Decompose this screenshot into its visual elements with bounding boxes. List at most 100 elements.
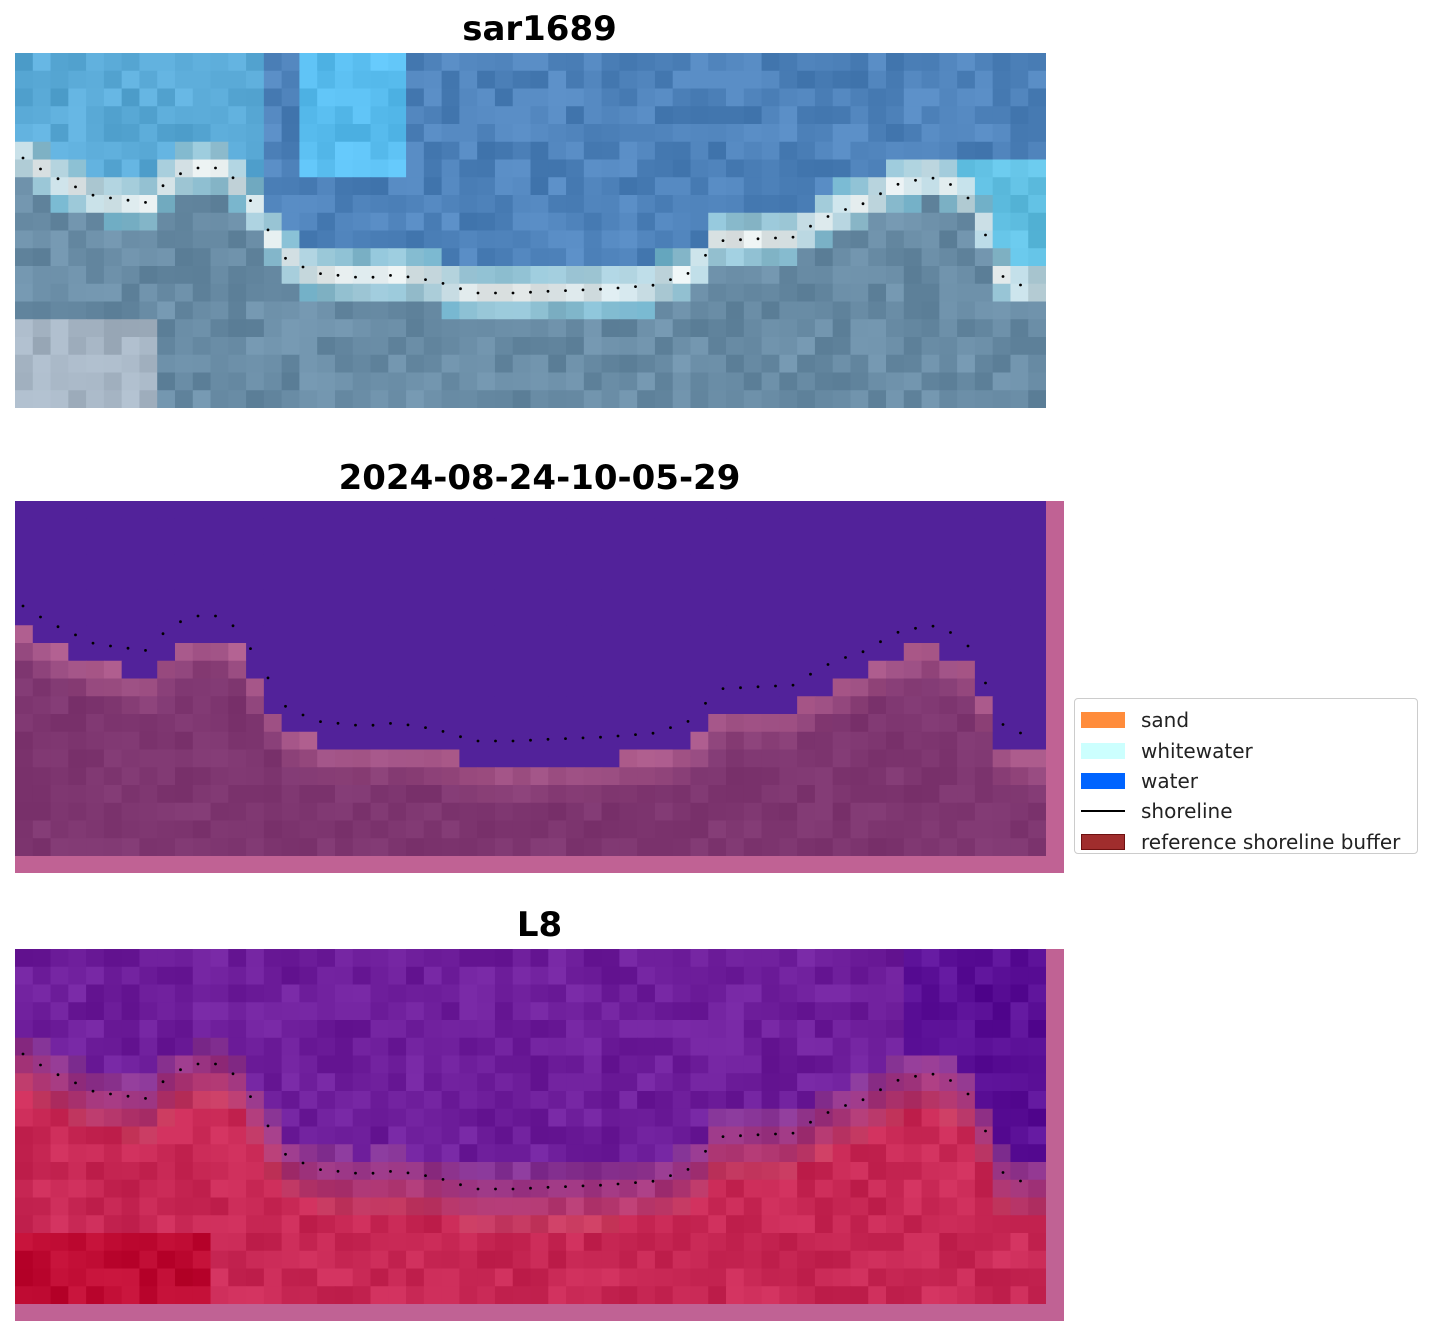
index-pixel — [299, 1233, 318, 1252]
rgb-pixel — [832, 195, 852, 214]
rgb-pixel — [86, 106, 105, 125]
index-pixel — [583, 966, 603, 986]
class-pixel — [334, 554, 354, 573]
rgb-pixel — [317, 248, 336, 267]
class-pixel — [797, 625, 816, 644]
rgb-pixel — [921, 248, 940, 267]
class-pixel — [974, 501, 994, 520]
shoreline-point — [354, 723, 357, 727]
index-pixel — [512, 949, 532, 968]
class-pixel — [281, 696, 301, 715]
index-pixel — [974, 1250, 994, 1270]
rgb-pixel — [352, 70, 372, 90]
index-pixel — [566, 1126, 585, 1145]
index-pixel — [370, 1215, 389, 1234]
index-pixel — [548, 1091, 567, 1110]
shoreline-point — [56, 1073, 60, 1077]
class-pixel — [814, 536, 834, 555]
rgb-pixel — [441, 70, 460, 90]
rgb-pixel — [32, 159, 52, 178]
index-pixel — [192, 1037, 212, 1057]
class-pixel — [441, 589, 460, 609]
rgb-pixel — [512, 88, 532, 107]
class-pixel — [779, 501, 798, 520]
index-pixel — [512, 1215, 532, 1234]
index-pixel — [974, 1126, 994, 1145]
index-pixel — [939, 1179, 958, 1199]
class-pixel — [761, 660, 780, 680]
rgb-pixel — [86, 141, 105, 161]
rgb-pixel — [388, 124, 407, 143]
class-pixel — [494, 536, 514, 555]
rgb-pixel — [637, 319, 656, 338]
rgb-pixel — [939, 70, 958, 90]
class-pixel — [246, 518, 265, 538]
class-pixel — [619, 802, 638, 822]
class-pixel — [726, 731, 745, 751]
index-pixel — [850, 1108, 869, 1128]
rgb-pixel — [583, 159, 603, 178]
index-pixel — [210, 1233, 229, 1252]
class-pixel — [957, 731, 976, 751]
class-pixel — [15, 625, 34, 644]
class-pixel — [903, 554, 923, 573]
shoreline-point — [74, 185, 77, 189]
class-pixel — [281, 643, 301, 662]
rgb-pixel — [601, 141, 620, 161]
index-pixel — [15, 1055, 34, 1074]
rgb-pixel — [797, 124, 816, 143]
rgb-pixel — [974, 248, 994, 267]
rgb-pixel — [974, 195, 994, 214]
index-pixel — [281, 1108, 301, 1128]
rgb-pixel — [886, 212, 905, 232]
class-pixel — [388, 731, 407, 751]
rgb-pixel — [15, 88, 34, 107]
rgb-pixel — [1028, 319, 1046, 338]
index-pixel — [921, 949, 940, 968]
class-pixel — [903, 536, 923, 555]
index-pixel — [1010, 1073, 1029, 1092]
class-pixel — [957, 501, 976, 520]
class-pixel — [779, 731, 798, 751]
rgb-pixel — [566, 354, 585, 374]
class-pixel — [886, 696, 905, 715]
class-pixel — [1028, 785, 1046, 804]
index-pixel — [228, 1091, 247, 1110]
rgb-pixel — [246, 266, 265, 285]
index-pixel — [139, 966, 158, 986]
class-pixel — [921, 785, 940, 804]
rgb-pixel — [139, 106, 158, 125]
rgb-pixel — [157, 354, 176, 374]
index-pixel — [388, 1126, 407, 1145]
class-pixel — [423, 696, 443, 715]
class-pixel — [939, 625, 958, 644]
class-pixel — [174, 625, 194, 644]
class-pixel — [334, 536, 354, 555]
index-pixel — [797, 1002, 816, 1021]
rgb-pixel — [1010, 106, 1029, 125]
class-pixel — [281, 554, 301, 573]
rgb-pixel — [512, 354, 532, 374]
class-pixel — [121, 785, 141, 804]
class-pixel — [939, 714, 958, 733]
class-pixel — [672, 767, 692, 786]
rgb-pixel — [779, 230, 798, 249]
class-pixel — [921, 589, 940, 609]
rgb-image — [15, 53, 1046, 408]
class-pixel — [263, 501, 283, 520]
shoreline-point — [459, 1183, 462, 1187]
rgb-pixel — [832, 106, 852, 125]
class-pixel — [548, 767, 567, 786]
rgb-pixel — [86, 124, 105, 143]
class-pixel — [50, 501, 69, 520]
class-pixel — [512, 802, 532, 822]
rgb-pixel — [743, 88, 763, 107]
index-pixel — [103, 1197, 123, 1216]
index-pixel — [974, 1108, 994, 1128]
rgb-pixel — [68, 354, 87, 374]
index-pixel — [957, 1250, 976, 1270]
index-pixel — [708, 984, 727, 1003]
rgb-pixel — [210, 124, 229, 143]
index-pixel — [601, 1055, 620, 1074]
index-pixel — [619, 1233, 638, 1252]
